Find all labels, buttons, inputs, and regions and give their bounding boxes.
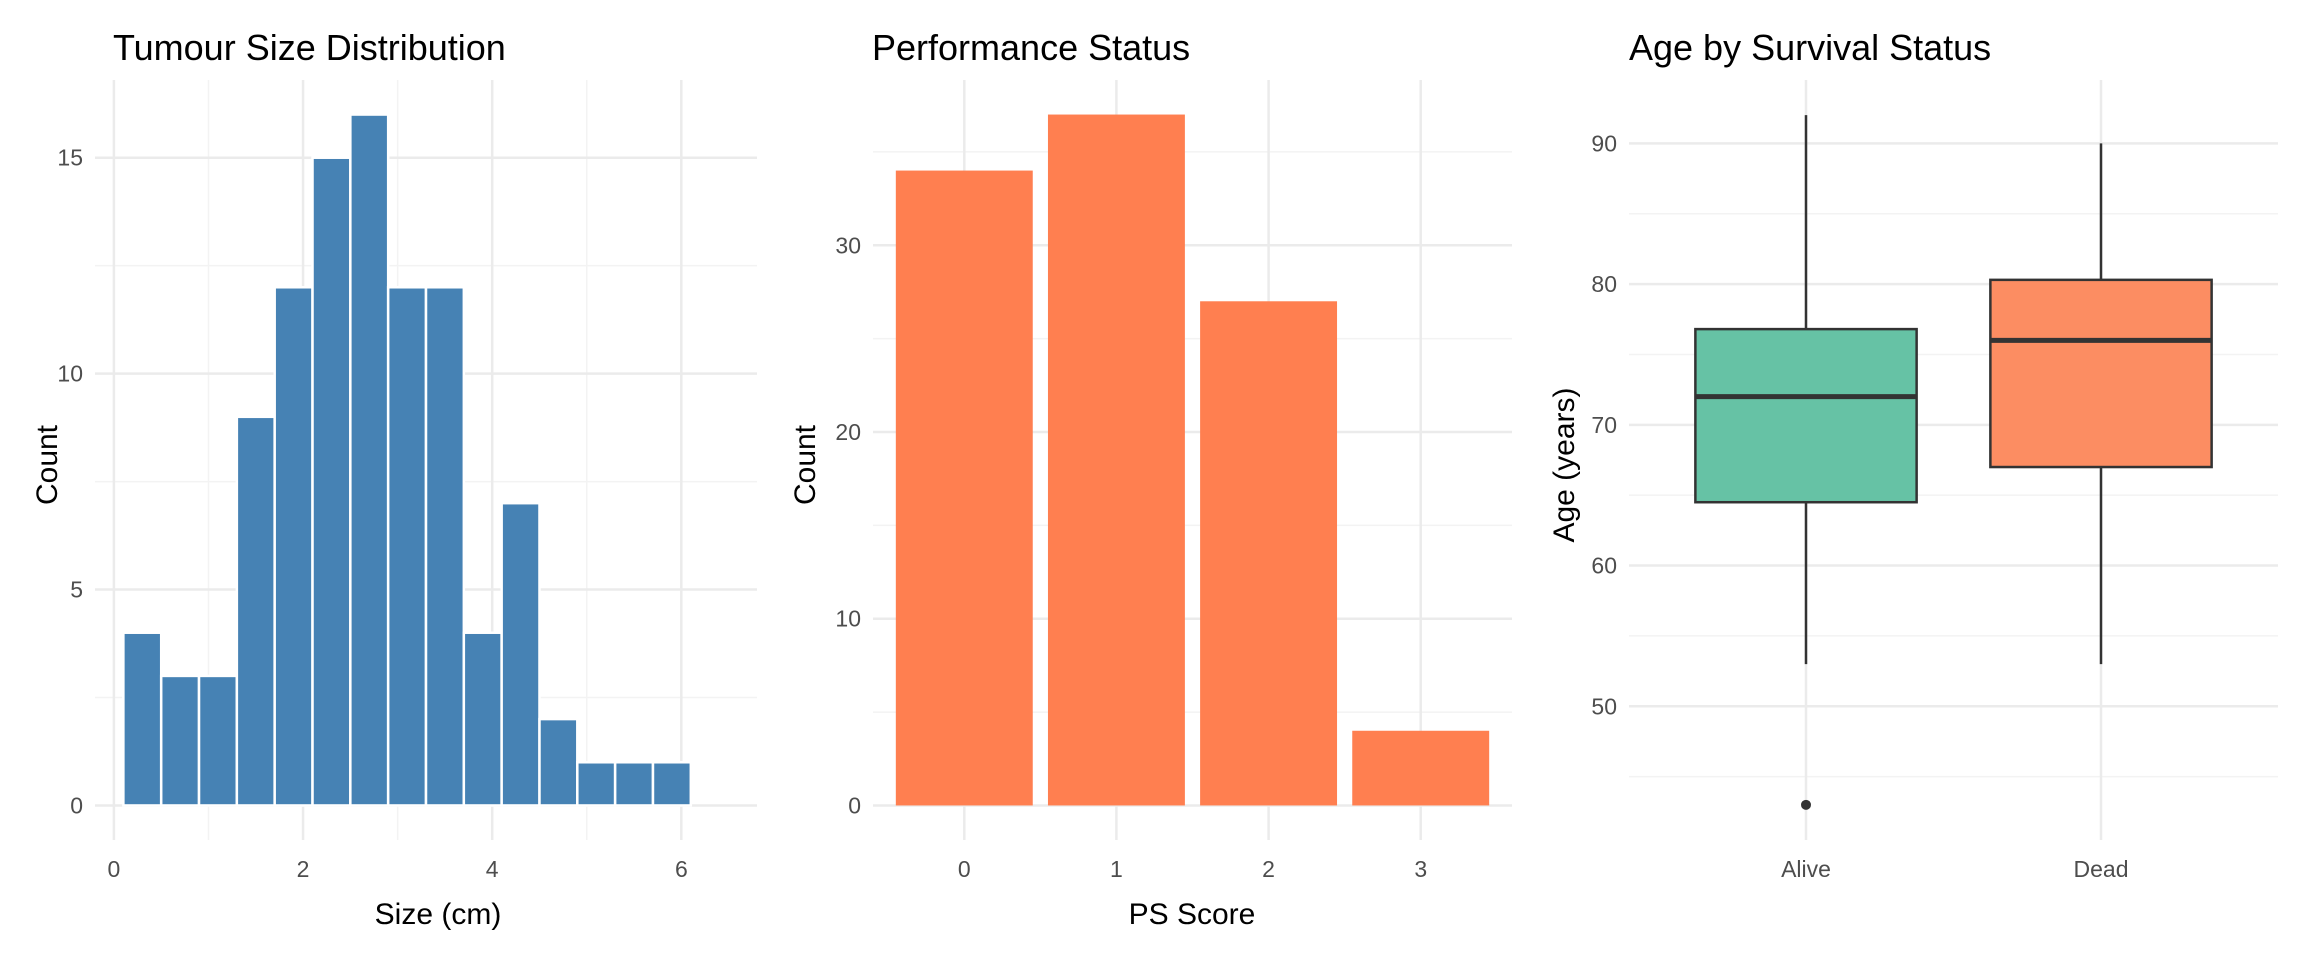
x-tick-label: 0	[108, 856, 121, 882]
x-axis-label-size: Size (cm)	[375, 898, 502, 931]
histogram-bar	[613, 761, 655, 807]
histogram-bar	[462, 631, 503, 807]
ps-bar	[1352, 730, 1490, 806]
x-tick-label: 3	[1414, 856, 1427, 882]
box-dead	[1989, 278, 2213, 469]
x-tick-label: 2	[1262, 856, 1275, 882]
y-tick-label: 70	[1591, 412, 1617, 438]
histogram-bar	[349, 113, 390, 807]
x-tick-label: 1	[1110, 856, 1123, 882]
y-axis-label-count-2: Count	[789, 424, 822, 505]
x-tick-label: 0	[958, 856, 971, 882]
histogram-bar	[538, 717, 579, 807]
chart-title-age-survival: Age by Survival Status	[1629, 27, 1991, 68]
y-axis-label-count-1: Count	[31, 424, 64, 505]
ps-bar	[895, 170, 1033, 806]
y-tick-label: 60	[1591, 553, 1617, 579]
y-tick-label: 15	[57, 145, 83, 171]
y-tick-label: 0	[70, 792, 83, 818]
y-axis-label-age: Age (years)	[1548, 387, 1581, 542]
histogram-bar	[311, 156, 352, 807]
panel-age-survival: Age by Survival Status Age (years) Alive…	[1548, 27, 2278, 882]
y-tick-label: 80	[1591, 271, 1617, 297]
ps-bar	[1200, 301, 1338, 806]
boxes-age-survival	[1694, 115, 2213, 810]
chart-title-performance-status: Performance Status	[872, 27, 1190, 68]
x-tick-label: Alive	[1781, 856, 1831, 882]
ticks-age-survival: Alive Dead 50 60 70 80 90	[1591, 130, 2128, 882]
x-tick-label: 2	[297, 856, 310, 882]
bars-performance-status	[895, 114, 1490, 806]
bars-tumour-size	[122, 113, 693, 807]
x-tick-label: 6	[675, 856, 688, 882]
ticks-tumour-size: 0 2 4 6 0 5 10 15	[57, 145, 687, 882]
chart-title-tumour-size: Tumour Size Distribution	[113, 27, 506, 68]
box-alive	[1694, 327, 1918, 504]
panel-performance-status: Performance Status PS Score Count 0 1 2 301…	[789, 27, 1512, 931]
y-tick-label: 0	[848, 792, 861, 818]
x-axis-label-ps-score: PS Score	[1129, 898, 1256, 931]
y-tick-label: 50	[1591, 693, 1617, 719]
y-tick-label: 90	[1591, 130, 1617, 156]
x-tick-label: Dead	[2074, 856, 2129, 882]
y-tick-label: 20	[835, 419, 861, 445]
histogram-bar	[197, 674, 239, 807]
panel-tumour-size: Tumour Size Distribution Size (cm) Count…	[31, 27, 757, 931]
histogram-bar	[386, 286, 428, 807]
x-tick-label: 4	[486, 856, 499, 882]
histogram-bar	[576, 761, 617, 807]
y-tick-label: 10	[835, 606, 861, 632]
histogram-bar	[273, 286, 314, 807]
y-tick-label: 10	[57, 361, 83, 387]
y-tick-label: 5	[70, 577, 83, 603]
y-tick-label: 30	[835, 232, 861, 258]
outlier-point	[1801, 799, 1811, 810]
histogram-bar	[122, 631, 163, 807]
ps-bar	[1047, 114, 1185, 806]
histogram-bar	[651, 761, 693, 807]
histogram-bar	[424, 286, 466, 807]
histogram-bar	[159, 674, 201, 807]
histogram-bar	[235, 415, 276, 807]
histogram-bar	[500, 501, 541, 807]
